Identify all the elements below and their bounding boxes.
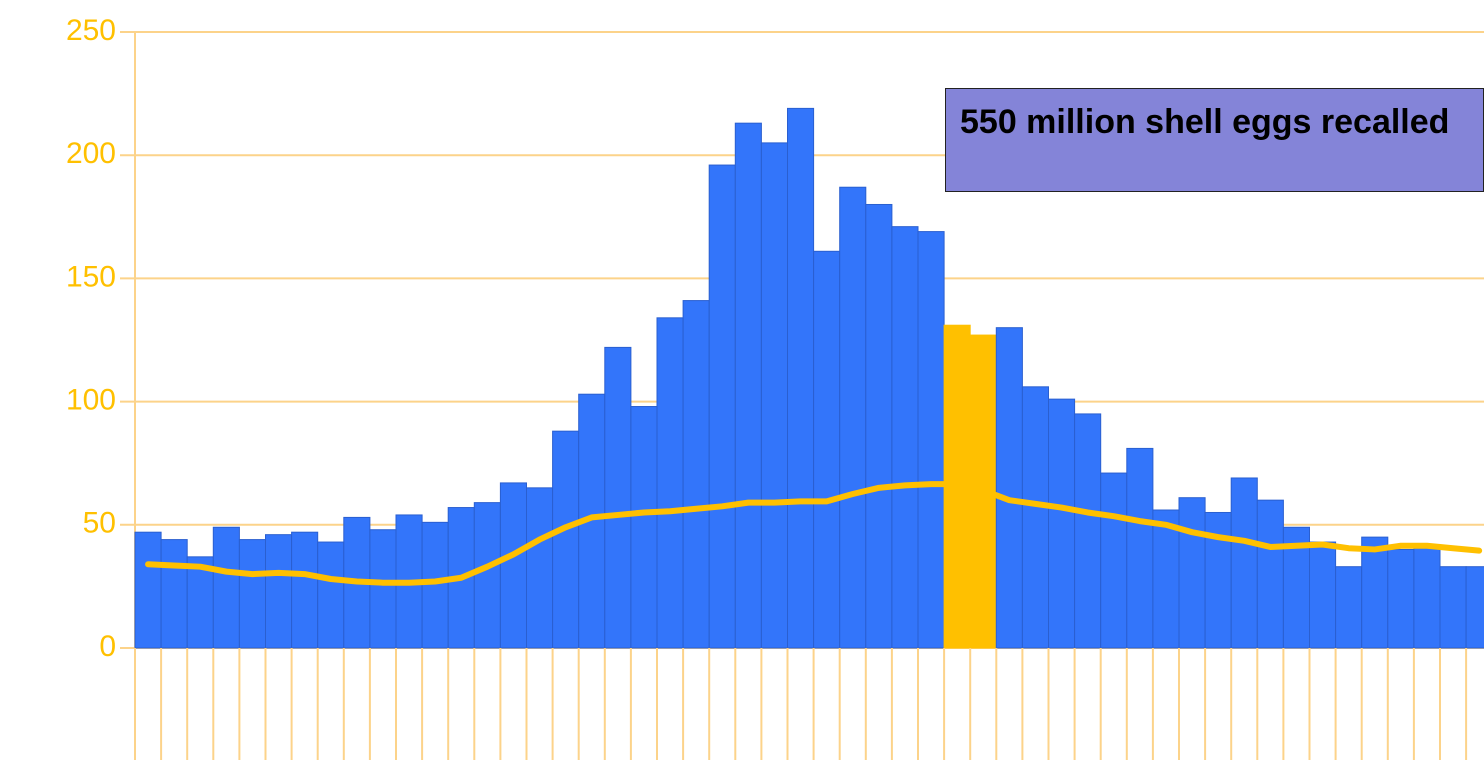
bar: [160, 539, 188, 649]
bar: [1309, 541, 1337, 649]
bar: [1387, 548, 1415, 649]
y-tick-label: 250: [66, 14, 116, 47]
bar: [682, 300, 710, 649]
bar: [1256, 499, 1284, 649]
bar: [1152, 509, 1180, 649]
bar: [499, 482, 527, 649]
bar: [1439, 566, 1467, 649]
y-tick-label: 200: [66, 137, 116, 170]
bar: [1178, 497, 1206, 649]
bar: [1361, 536, 1389, 649]
bar: [421, 521, 449, 649]
bar: [734, 122, 762, 649]
annotation: 550 million shell eggs recalled: [945, 88, 1484, 192]
bar: [212, 526, 240, 649]
bar: [1048, 398, 1076, 649]
trend-line: [145, 481, 1483, 586]
bar: [473, 502, 501, 649]
bar: [995, 327, 1023, 649]
bar: [1074, 413, 1102, 649]
bar: [291, 531, 319, 649]
bar: [891, 226, 919, 649]
bar: [839, 186, 867, 649]
bar: [1413, 544, 1441, 649]
bar: [1100, 472, 1128, 649]
bar: [1230, 477, 1258, 649]
bar: [604, 346, 632, 649]
bar: [865, 203, 893, 649]
bar: [238, 539, 266, 649]
bar: [708, 164, 736, 649]
y-tick-label: 0: [99, 630, 116, 663]
bar: [265, 534, 293, 649]
bar: [630, 406, 658, 649]
bar: [552, 430, 580, 649]
bar: [813, 250, 841, 649]
bar: [917, 231, 945, 649]
bar: [1126, 447, 1154, 649]
bar: [656, 317, 684, 649]
bar: [1465, 566, 1484, 649]
bar: [787, 107, 815, 649]
y-tick-label: 50: [83, 507, 116, 540]
bar: [760, 142, 789, 649]
y-tick-label: 150: [66, 260, 116, 293]
y-tick-label: 100: [66, 384, 116, 417]
bar: [1021, 386, 1050, 649]
bar: [369, 529, 397, 649]
bar: [526, 487, 554, 649]
bar: [317, 541, 345, 649]
bar: [1335, 566, 1363, 649]
bar: [134, 531, 162, 649]
